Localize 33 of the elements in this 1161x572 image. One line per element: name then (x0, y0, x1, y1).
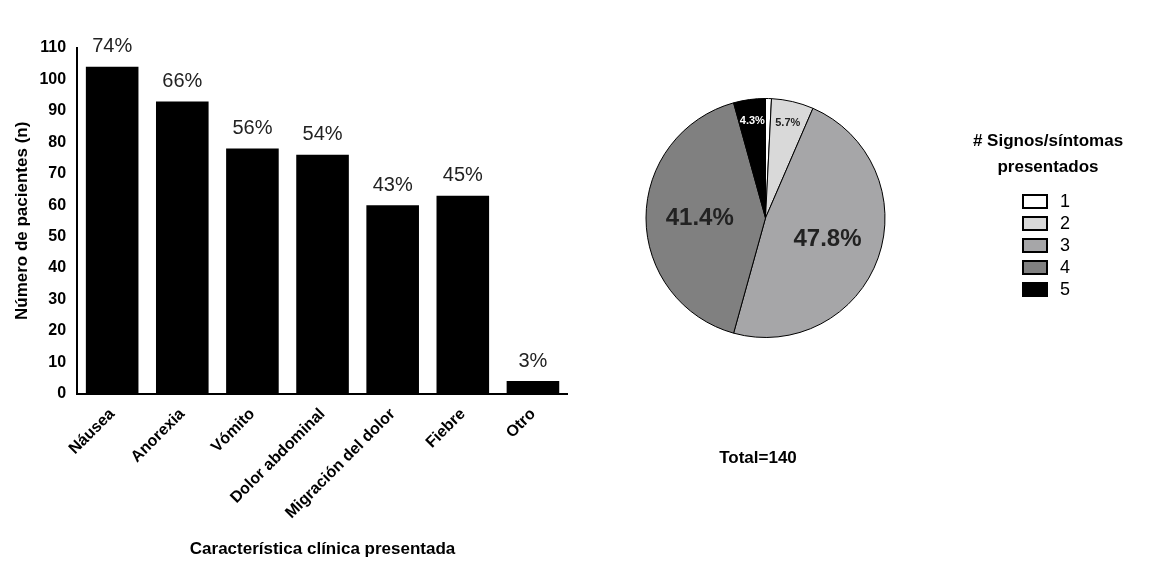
text: Total=140 (718, 448, 798, 468)
y-tick-label: 40 (48, 258, 67, 276)
y-tick-label: 70 (48, 164, 67, 182)
y-axis-title: Número de pacientes (n) (11, 121, 31, 321)
y-tick-label: 110 (40, 38, 67, 56)
data-label: 41.4% (665, 202, 734, 230)
annotation: 43% (372, 172, 413, 195)
annotation: 45% (442, 163, 484, 186)
annotation: 54% (302, 122, 343, 145)
legend-label: 5 (1060, 278, 1071, 300)
data-label: 4.3% (739, 113, 766, 126)
y-tick-label: 0 (57, 384, 67, 402)
y-tick-label: 60 (48, 195, 67, 213)
x-tick-label: Otro (502, 404, 539, 441)
legend-title: # Signos/síntomas presentados (971, 130, 1125, 178)
y-tick-label: 30 (48, 289, 67, 307)
y-tick-label: 90 (48, 101, 67, 119)
legend-label: 1 (1060, 190, 1071, 212)
legend-label: 4 (1060, 256, 1071, 278)
x-axis-title: Característica clínica presentada (189, 539, 456, 559)
legend-label: 3 (1060, 234, 1071, 256)
data-label: 5.7% (775, 115, 801, 128)
annotation: 74% (92, 34, 133, 57)
legend-label: 2 (1060, 212, 1071, 234)
data-label: 47.8% (793, 224, 862, 252)
annotation: 66% (162, 68, 203, 91)
y-tick-label: 80 (48, 132, 67, 150)
annotation: 56% (232, 116, 273, 139)
y-tick-label: 100 (39, 69, 67, 87)
y-tick-label: 20 (48, 321, 67, 339)
y-tick-label: 10 (48, 352, 67, 370)
annotation: 3% (518, 348, 548, 371)
y-tick-label: 50 (48, 226, 67, 244)
